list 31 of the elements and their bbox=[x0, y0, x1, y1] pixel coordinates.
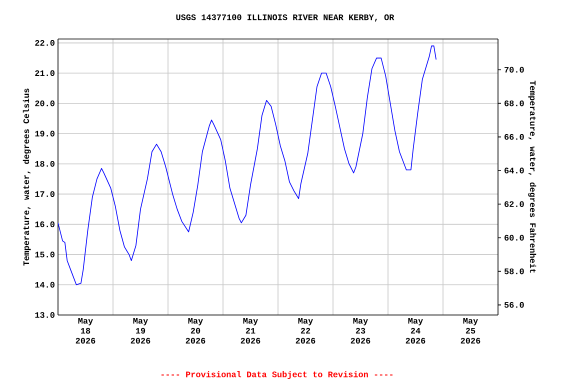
x-tick-label: May 23 2026 bbox=[350, 318, 370, 344]
x-tick-label: May 21 2026 bbox=[240, 318, 260, 344]
y2-tick-label: 56.0 bbox=[504, 302, 524, 308]
x-tick-label: May 25 2026 bbox=[460, 318, 480, 344]
x-tick-label: May 19 2026 bbox=[130, 318, 150, 344]
x-tick-label: May 22 2026 bbox=[296, 318, 316, 344]
text: ---- Provisional Data Subject to Revision ---- bbox=[161, 371, 392, 379]
y2-tick-label: 62.0 bbox=[504, 201, 524, 207]
x-tick-label: May 18 2026 bbox=[76, 318, 96, 344]
y-axis-title: Temperature, water, degrees Celsius bbox=[22, 88, 31, 266]
y-tick-label: 17.0 bbox=[35, 191, 54, 197]
y-tick-label: 15.0 bbox=[35, 252, 54, 258]
y2-tick-label: 70.0 bbox=[504, 66, 524, 73]
y-tick-label: 19.0 bbox=[35, 130, 54, 136]
y-tick-label: 14.0 bbox=[35, 282, 54, 288]
y2-tick-label: 60.0 bbox=[504, 234, 524, 241]
y-tick-label: 13.0 bbox=[35, 312, 54, 318]
x-tick-label: May 24 2026 bbox=[406, 318, 426, 344]
y2-tick-label: 58.0 bbox=[504, 268, 524, 274]
y-tick-label: 20.0 bbox=[35, 100, 54, 106]
y-tick-label: 16.0 bbox=[35, 221, 54, 228]
y-tick-label: 21.0 bbox=[35, 70, 54, 76]
line-series bbox=[58, 46, 437, 286]
y-tick-label: 22.0 bbox=[35, 40, 54, 46]
y2-tick-label: 64.0 bbox=[504, 168, 524, 174]
y2-tick-label: 66.0 bbox=[504, 134, 524, 140]
y-tick-label: 18.0 bbox=[35, 160, 54, 167]
x-tick-label: May 20 2026 bbox=[186, 318, 206, 344]
y2-tick-label: 68.0 bbox=[504, 100, 524, 106]
y2-axis-title: Temperature, water, degrees Fahrenheit bbox=[528, 80, 536, 273]
chart-title: USGS 14377100 ILLINOIS RIVER NEAR KERBY, OR bbox=[176, 14, 394, 22]
